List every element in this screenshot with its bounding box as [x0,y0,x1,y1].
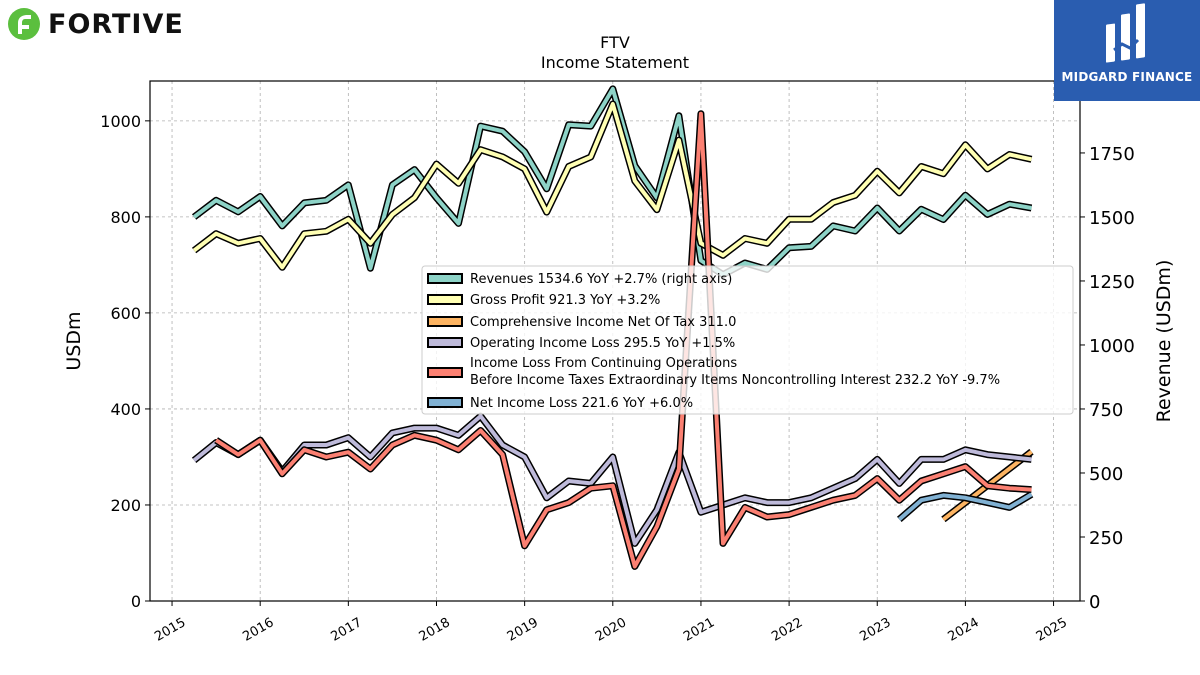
legend-swatch-2 [427,316,463,327]
series-line-3 [192,414,1032,546]
y-axis-label: USDm [63,311,85,370]
legend-box [421,265,1074,415]
y-tick-label: 200 [110,496,141,515]
x-tick-label: 2022 [769,615,805,645]
x-tick-label: 2020 [593,615,629,645]
x-tick-label: 2025 [1034,615,1070,645]
midgard-logo-icon [1106,3,1145,63]
x-tick-label: 2019 [505,615,541,645]
legend-label-1: Gross Profit 921.3 YoY +3.2% [470,293,660,308]
series-line-0 [192,86,1032,277]
x-tick-label: 2017 [329,615,365,645]
y-tick-label: 600 [110,304,141,323]
y-tick-label: 400 [110,400,141,419]
y-tick-label: 800 [110,208,141,227]
chart-subtitle: Income Statement [541,53,689,72]
x-tick-label: 2021 [681,615,717,645]
legend-label-4-line1: Income Loss From Continuing Operations [470,356,737,371]
y2-tick-label: 250 [1089,528,1123,549]
legend-swatch-4 [427,367,463,378]
y2-tick-label: 1250 [1089,272,1135,293]
chart-title: FTV [600,33,630,52]
fortive-leaf-icon [8,8,40,40]
x-tick-label: 2015 [152,615,188,645]
x-tick-label: 2018 [417,615,453,645]
y-tick-label: 0 [131,592,141,611]
y-tick-label: 1000 [100,112,141,131]
fortive-logo-text: FORTIVE [48,8,184,40]
series-line-5 [897,492,1033,521]
y2-tick-label: 750 [1089,400,1123,421]
y2-tick-label: 1000 [1089,336,1135,357]
y2-tick-label: 1750 [1089,144,1135,165]
legend-label-0: Revenues 1534.6 YoY +2.7% (right axis) [470,272,732,287]
legend-swatch-5 [427,397,463,408]
y2-tick-label: 1500 [1089,208,1135,229]
fortive-logo: FORTIVE [6,6,184,42]
legend-swatch-3 [427,337,463,348]
x-tick-label: 2016 [240,615,276,645]
y2-tick-label: 500 [1089,464,1123,485]
legend-swatch-0 [427,273,463,284]
legend-label-3: Operating Income Loss 295.5 YoY +1.5% [470,336,735,351]
legend-label-5: Net Income Loss 221.6 YoY +6.0% [470,396,693,411]
x-tick-label: 2023 [857,615,893,645]
y2-tick-label: 0 [1089,592,1100,613]
midgard-finance-badge: MIDGARD FINANCE [1054,0,1200,101]
legend-swatch-1 [427,294,463,305]
series-line-1 [192,102,1032,270]
legend-label-4-line2: Before Income Taxes Extraordinary Items … [470,373,1000,388]
axes-frame [149,80,1081,602]
x-tick-label: 2024 [946,615,982,645]
legend-label-2: Comprehensive Income Net Of Tax 311.0 [470,315,736,330]
midgard-logo-text: MIDGARD FINANCE [1061,70,1193,84]
series-line-4 [215,111,1032,569]
y2-axis-label: Revenue (USDm) [1153,260,1175,423]
